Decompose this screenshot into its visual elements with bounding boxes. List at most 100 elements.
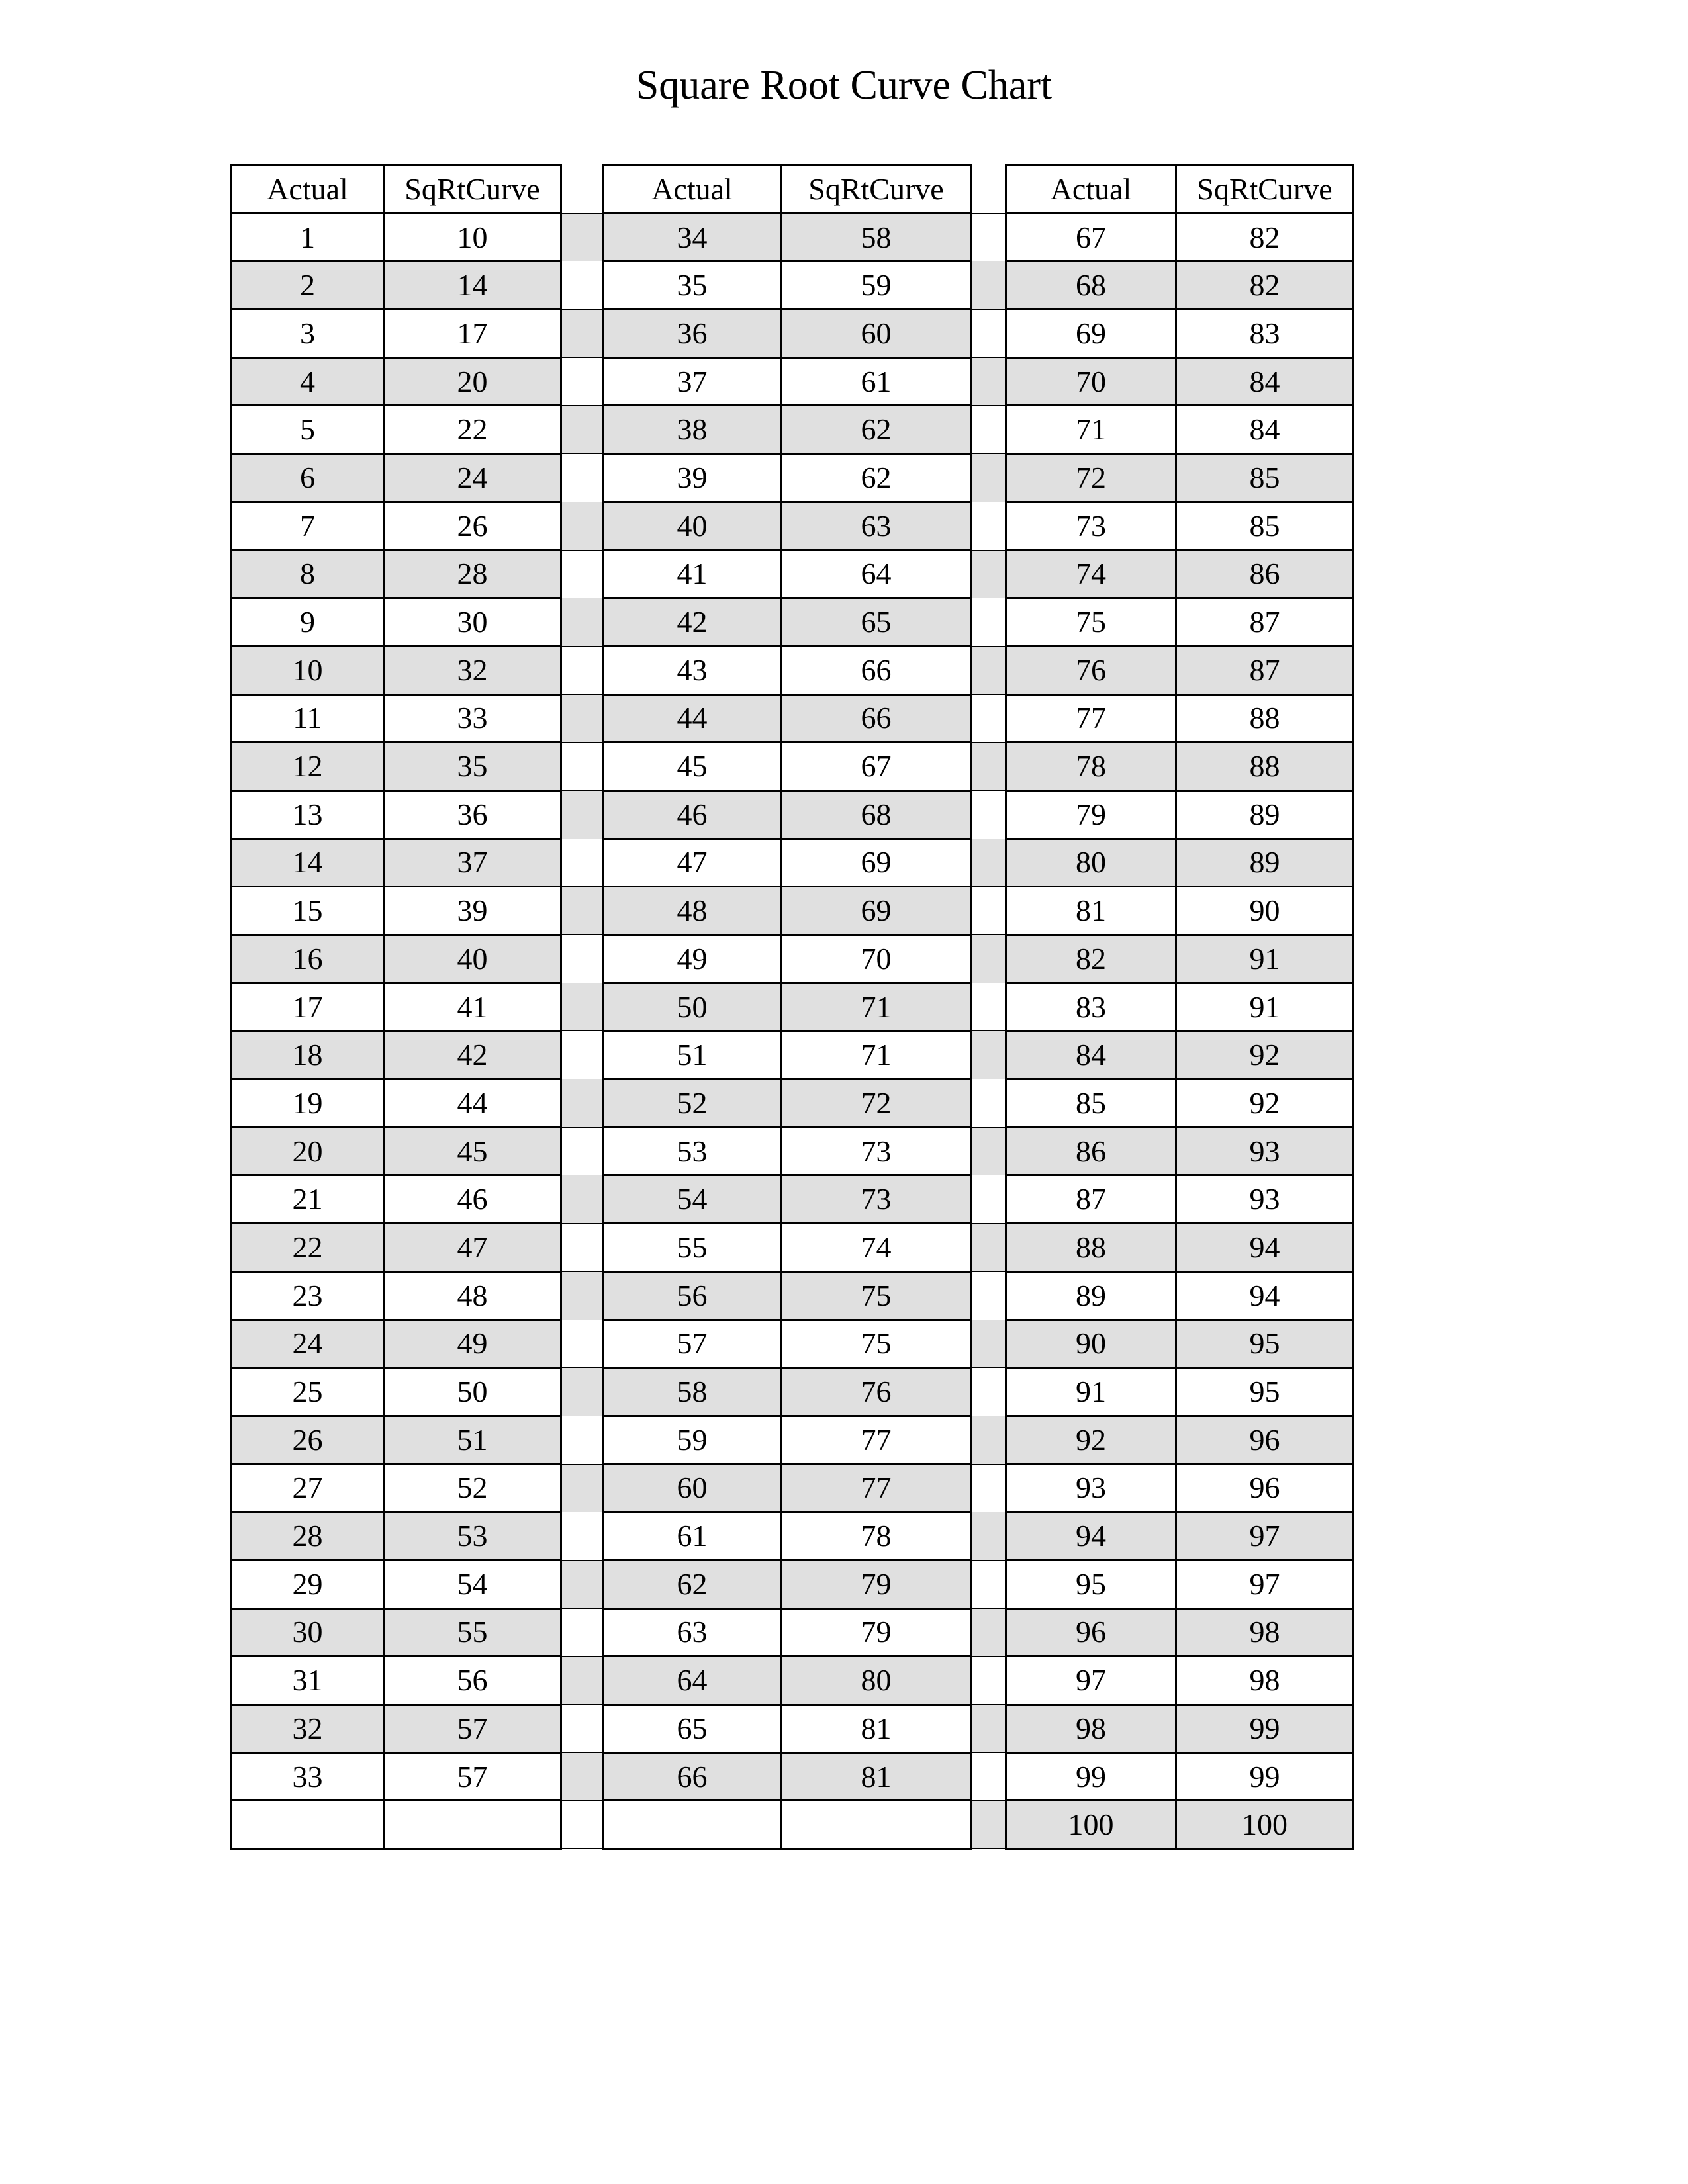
actual-cell: 55 bbox=[602, 1222, 782, 1273]
actual-cell: 24 bbox=[230, 1318, 385, 1369]
sqrtcurve-cell: 76 bbox=[780, 1367, 972, 1417]
actual-cell: 44 bbox=[602, 693, 782, 744]
actual-cell: 92 bbox=[1005, 1414, 1177, 1465]
sqrtcurve-cell: 66 bbox=[780, 693, 972, 744]
actual-cell: 45 bbox=[602, 741, 782, 792]
table-row: 10 32 43 66 76 87 bbox=[230, 645, 1354, 696]
sqrtcurve-cell: 77 bbox=[780, 1463, 972, 1514]
table-row: 21 46 54 73 87 93 bbox=[230, 1174, 1354, 1225]
sqrtcurve-cell: 75 bbox=[780, 1318, 972, 1369]
actual-cell: 48 bbox=[602, 886, 782, 936]
sqrtcurve-cell: 92 bbox=[1175, 1030, 1354, 1081]
actual-cell: 81 bbox=[1005, 886, 1177, 936]
actual-cell: 67 bbox=[1005, 212, 1177, 263]
sqrtcurve-cell: 71 bbox=[780, 1030, 972, 1081]
actual-cell: 63 bbox=[602, 1607, 782, 1658]
spacer-cell bbox=[560, 645, 604, 695]
actual-cell: 61 bbox=[602, 1511, 782, 1561]
spacer-cell bbox=[970, 1752, 1007, 1801]
sqrtcurve-cell: 91 bbox=[1175, 981, 1354, 1032]
sqrtcurve-cell: 30 bbox=[383, 597, 562, 647]
spacer-cell bbox=[560, 405, 604, 455]
sqrtcurve-cell: 45 bbox=[383, 1126, 562, 1177]
sqrtcurve-cell: 86 bbox=[1175, 549, 1354, 600]
actual-cell: 30 bbox=[230, 1607, 385, 1658]
spacer-cell bbox=[560, 1079, 604, 1128]
table-row: 4 20 37 61 70 84 bbox=[230, 356, 1354, 407]
sqrtcurve-cell: 97 bbox=[1175, 1559, 1354, 1610]
sqrtcurve-cell: 98 bbox=[1175, 1655, 1354, 1706]
table-row: 1 10 34 58 67 82 bbox=[230, 212, 1354, 263]
sqrtcurve-cell: 91 bbox=[1175, 934, 1354, 984]
sqrtcurve-cell: 48 bbox=[383, 1270, 562, 1321]
actual-cell: 47 bbox=[602, 837, 782, 888]
spacer-cell bbox=[560, 790, 604, 839]
actual-cell: 51 bbox=[602, 1030, 782, 1081]
sqrtcurve-cell: 90 bbox=[1175, 886, 1354, 936]
actual-cell: 64 bbox=[602, 1655, 782, 1706]
spacer-cell bbox=[970, 1704, 1007, 1753]
actual-cell: 99 bbox=[1005, 1751, 1177, 1802]
spacer-cell bbox=[970, 1223, 1007, 1272]
table-row: 29 54 62 79 95 97 bbox=[230, 1559, 1354, 1610]
spacer-cell bbox=[970, 694, 1007, 743]
spacer-cell bbox=[970, 357, 1007, 406]
header-actual: Actual bbox=[1005, 164, 1177, 214]
actual-cell: 53 bbox=[602, 1126, 782, 1177]
spacer-cell bbox=[560, 309, 604, 358]
table-row: 7 26 40 63 73 85 bbox=[230, 500, 1354, 551]
sqrtcurve-cell: 85 bbox=[1175, 500, 1354, 551]
sqrtcurve-cell: 89 bbox=[1175, 837, 1354, 888]
table-row: 28 53 61 78 94 97 bbox=[230, 1511, 1354, 1561]
sqrtcurve-cell: 63 bbox=[780, 500, 972, 551]
spacer-cell bbox=[560, 1319, 604, 1369]
actual-cell: 91 bbox=[1005, 1367, 1177, 1417]
actual-cell: 2 bbox=[230, 260, 385, 311]
actual-cell: 34 bbox=[602, 212, 782, 263]
sqrtcurve-cell: 85 bbox=[1175, 453, 1354, 503]
sqrtcurve-cell: 36 bbox=[383, 789, 562, 840]
sqrtcurve-cell bbox=[780, 1799, 972, 1850]
sqrtcurve-cell: 84 bbox=[1175, 356, 1354, 407]
sqrtcurve-cell: 61 bbox=[780, 356, 972, 407]
sqrtcurve-cell: 83 bbox=[1175, 308, 1354, 359]
spacer-cell bbox=[970, 645, 1007, 695]
actual-cell: 57 bbox=[602, 1318, 782, 1369]
sqrtcurve-cell: 26 bbox=[383, 500, 562, 551]
actual-cell: 100 bbox=[1005, 1799, 1177, 1850]
spacer-cell bbox=[970, 1512, 1007, 1561]
actual-cell: 15 bbox=[230, 886, 385, 936]
sqrtcurve-cell: 88 bbox=[1175, 693, 1354, 744]
page-title: Square Root Curve Chart bbox=[635, 63, 1053, 108]
sqrtcurve-cell: 94 bbox=[1175, 1270, 1354, 1321]
actual-cell: 96 bbox=[1005, 1607, 1177, 1658]
spacer-cell bbox=[560, 598, 604, 647]
sqrtcurve-cell: 68 bbox=[780, 789, 972, 840]
header-actual: Actual bbox=[230, 164, 385, 214]
table-row: 100 100 bbox=[230, 1799, 1354, 1850]
sqrtcurve-cell: 82 bbox=[1175, 212, 1354, 263]
table-row: 5 22 38 62 71 84 bbox=[230, 404, 1354, 455]
sqrtcurve-cell: 35 bbox=[383, 741, 562, 792]
sqrtcurve-cell: 41 bbox=[383, 981, 562, 1032]
actual-cell bbox=[602, 1799, 782, 1850]
sqrtcurve-cell: 17 bbox=[383, 308, 562, 359]
sqrtcurve-cell: 47 bbox=[383, 1222, 562, 1273]
actual-cell: 16 bbox=[230, 934, 385, 984]
spacer-cell bbox=[970, 886, 1007, 935]
sqrtcurve-cell: 94 bbox=[1175, 1222, 1354, 1273]
sqrtcurve-cell: 57 bbox=[383, 1704, 562, 1754]
sqrtcurve-cell: 69 bbox=[780, 886, 972, 936]
sqrtcurve-cell: 33 bbox=[383, 693, 562, 744]
sqrtcurve-cell bbox=[383, 1799, 562, 1850]
actual-cell: 59 bbox=[602, 1414, 782, 1465]
actual-cell: 56 bbox=[602, 1270, 782, 1321]
actual-cell: 70 bbox=[1005, 356, 1177, 407]
sqrtcurve-cell: 79 bbox=[780, 1607, 972, 1658]
actual-cell: 85 bbox=[1005, 1078, 1177, 1128]
spacer-cell bbox=[560, 1559, 604, 1609]
spacer-cell bbox=[970, 1608, 1007, 1657]
spacer-cell bbox=[970, 934, 1007, 983]
actual-cell bbox=[230, 1799, 385, 1850]
table-row: 33 57 66 81 99 99 bbox=[230, 1751, 1354, 1802]
